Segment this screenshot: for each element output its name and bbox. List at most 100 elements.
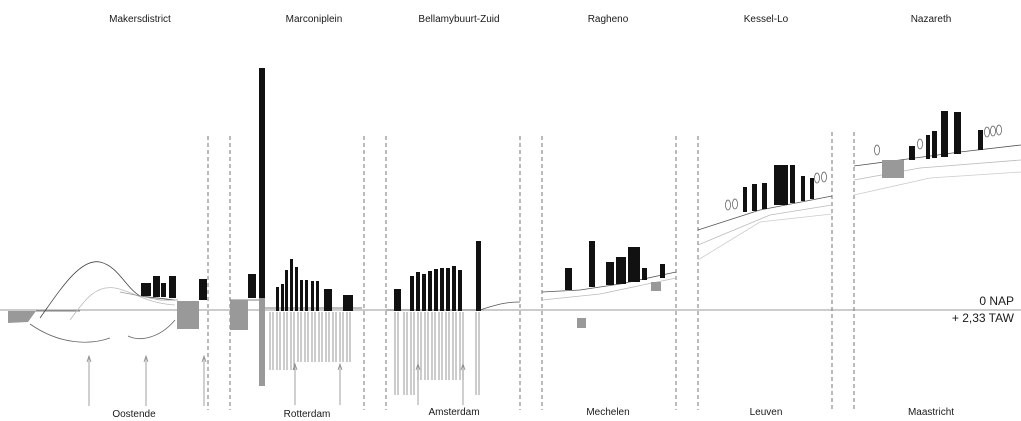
city-label-amsterdam: Amsterdam [428,407,479,418]
building-28 [476,241,481,311]
taw-label: + 2,33 TAW [952,311,1015,325]
district-labels: Makersdistrict Marconiplein Bellamybuurt… [109,14,951,25]
building-1 [141,283,151,296]
district-label-marconiplein: Marconiplein [286,14,343,25]
building-19 [410,276,414,311]
basin-block [177,301,199,329]
building-27 [458,270,462,311]
building-7 [276,287,279,311]
arrow-4-head [292,362,298,371]
building-20 [416,272,420,311]
building-47 [954,112,961,154]
water-left [8,311,36,323]
building-32 [616,257,626,284]
building-8 [281,284,284,311]
city-label-rotterdam: Rotterdam [284,409,331,420]
district-label-makersdistrict: Makersdistrict [109,14,171,25]
building-16 [324,289,332,311]
building-18 [394,289,401,311]
building-23 [434,269,438,311]
basin-block-5 [882,160,904,178]
arrow-3-head [201,354,207,363]
city-label-leuven: Leuven [750,407,783,418]
building-30 [589,241,595,287]
building-10 [290,259,293,311]
piles-rotterdam [269,312,351,370]
building-37 [752,184,757,211]
city-labels: Oostende Rotterdam Amsterdam Mechelen Le… [112,407,954,420]
section-makersdistrict [8,261,207,406]
district-label-bellamybuurt-zuid: Bellamybuurt-Zuid [418,14,499,25]
nap-label: 0 NAP [979,294,1014,308]
curve-arrow-2 [127,319,176,339]
building-45 [932,131,937,158]
ground-line-5b [541,277,677,301]
piles-amsterdam [394,312,480,395]
tower-foundation [259,298,265,386]
building-14 [311,281,314,311]
building-5 [199,279,207,300]
building-33 [628,247,640,282]
district-label-ragheno: Ragheno [588,14,629,25]
trees-nazareth [874,124,1002,156]
building-40 [790,165,795,203]
building-4 [169,276,176,298]
building-15 [316,281,319,311]
building-43 [909,146,915,160]
section-marconiplein [230,68,362,405]
city-label-oostende: Oostende [112,409,156,420]
district-label-kessel-lo: Kessel-Lo [744,14,789,25]
building-11 [295,267,298,311]
basin-block-4 [651,282,661,291]
section-dividers [207,132,855,410]
building-12 [300,280,303,311]
building-31 [606,262,614,285]
building-3 [161,283,166,297]
ground-line-5 [541,271,677,293]
building-13 [305,280,308,311]
dune-profile [39,261,176,319]
arrow-1-head [86,354,92,363]
building-17 [343,295,353,311]
building-24 [440,268,444,311]
ground-line-7c [853,171,1021,196]
building-2 [153,276,160,297]
trees-kessel-lo [725,171,827,211]
curve-arrow-1 [29,323,111,343]
building-44 [926,135,930,159]
ground-line-6c [697,213,833,261]
section-kessel-lo [697,165,833,261]
building-34 [642,268,647,280]
tower-tall [259,68,265,298]
building-35 [660,264,665,278]
arrow-2-head [143,354,149,363]
building-38 [762,183,767,209]
ground-line-2 [119,291,178,301]
city-label-mechelen: Mechelen [586,407,629,418]
building-9 [285,270,288,311]
building-29 [565,268,572,290]
building-6 [248,274,256,298]
arrow-6-head [415,362,421,371]
arrow-7-head [460,362,466,371]
basin-block-3 [577,318,586,328]
ground-line-7b [853,159,1021,181]
basin-block-2 [230,300,248,330]
city-label-maastricht: Maastricht [908,407,954,418]
building-39 [774,165,788,205]
district-label-nazareth: Nazareth [911,14,952,25]
building-48 [978,130,983,150]
ground-line-6 [697,195,833,231]
section-ragheno [541,241,677,328]
building-22 [428,271,432,311]
building-36 [743,187,747,212]
dune-profile-light [69,287,176,321]
building-21 [422,274,426,311]
building-41 [801,176,805,201]
section-bellamybuurt [386,241,521,405]
building-42 [810,178,814,199]
ground-line-6b [697,204,833,246]
arrow-5-head [337,362,343,371]
section-nazareth [853,111,1021,196]
